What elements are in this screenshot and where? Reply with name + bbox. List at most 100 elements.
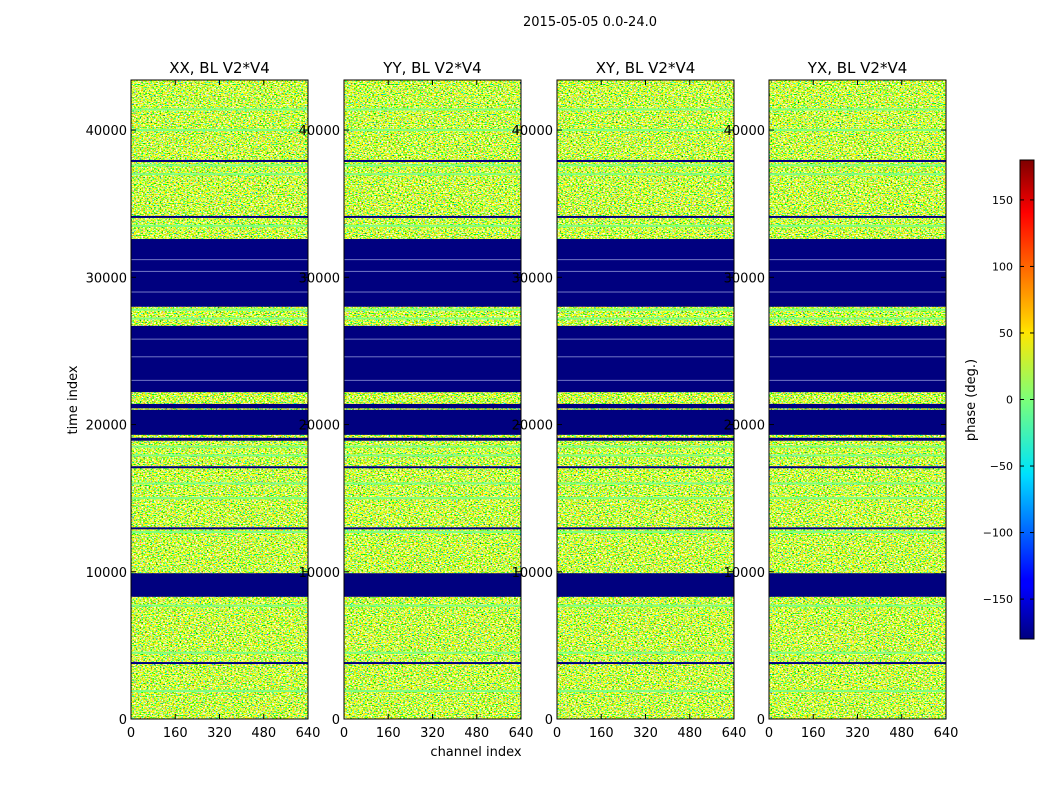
- colorbar-tick-label: 100: [992, 260, 1013, 273]
- flagged-band: [769, 239, 946, 307]
- colorbar-tick-label: 0: [1006, 394, 1013, 407]
- stripe: [344, 215, 521, 218]
- masked-line: [344, 379, 521, 381]
- y-tick-label: 30000: [724, 271, 765, 286]
- stripe: [769, 308, 946, 311]
- stripe: [769, 662, 946, 665]
- flagged-band: [557, 325, 734, 393]
- stripe: [557, 215, 734, 218]
- x-tick-label: 320: [845, 726, 870, 741]
- stripe: [769, 531, 946, 534]
- phase-noise: [557, 80, 734, 719]
- masked-line: [557, 379, 734, 381]
- stripe: [131, 466, 308, 469]
- y-tick-label: 0: [545, 713, 553, 728]
- flagged-band: [344, 573, 521, 597]
- stripe: [344, 445, 521, 448]
- stripe: [131, 651, 308, 654]
- stripe: [344, 690, 521, 693]
- flagged-band: [769, 325, 946, 393]
- y-axis-label: time index: [66, 365, 81, 434]
- stripe: [769, 317, 946, 320]
- stripe: [557, 173, 734, 176]
- y-tick-label: 20000: [724, 419, 765, 434]
- flagged-band: [557, 437, 734, 441]
- masked-line: [769, 379, 946, 381]
- stripe: [769, 445, 946, 448]
- stripe: [769, 604, 946, 607]
- masked-line: [557, 338, 734, 340]
- masked-line: [131, 356, 308, 358]
- panel-title: XY, BL V2*V4: [596, 59, 696, 77]
- phase-noise: [344, 80, 521, 719]
- masked-line: [344, 270, 521, 272]
- flagged-band: [769, 437, 946, 441]
- stripe: [557, 690, 734, 693]
- stripe: [344, 604, 521, 607]
- stripe: [769, 466, 946, 469]
- stripe: [131, 224, 308, 227]
- masked-line: [131, 259, 308, 261]
- x-tick-label: 480: [251, 726, 276, 741]
- masked-line: [344, 338, 521, 340]
- stripe: [557, 662, 734, 665]
- x-tick-label: 640: [934, 726, 959, 741]
- stripe: [344, 129, 521, 132]
- stripe: [769, 129, 946, 132]
- x-tick-label: 480: [677, 726, 702, 741]
- stripe: [344, 466, 521, 469]
- stripe: [344, 454, 521, 457]
- colorbar-tick-label: −50: [990, 460, 1013, 473]
- masked-line: [769, 291, 946, 293]
- stripe: [131, 108, 308, 111]
- flagged-band: [769, 573, 946, 597]
- y-tick-label: 40000: [512, 124, 553, 139]
- stripe: [131, 129, 308, 132]
- stripe: [131, 215, 308, 218]
- masked-line: [131, 291, 308, 293]
- stripe: [557, 454, 734, 457]
- stripe: [131, 527, 308, 530]
- masked-line: [131, 379, 308, 381]
- y-tick-label: 30000: [299, 271, 340, 286]
- stripe: [344, 317, 521, 320]
- x-tick-label: 0: [127, 726, 135, 741]
- stripe: [769, 215, 946, 218]
- stripe: [557, 604, 734, 607]
- masked-line: [557, 291, 734, 293]
- figure-title: 2015-05-05 0.0-24.0: [523, 15, 657, 30]
- masked-line: [344, 259, 521, 261]
- stripe: [131, 164, 308, 167]
- stripe: [131, 497, 308, 500]
- stripe: [769, 159, 946, 162]
- masked-line: [769, 270, 946, 272]
- colorbar-ticks: 150 100 50 0 −50 −100 −150: [983, 194, 1034, 606]
- y-tick-label: 0: [332, 713, 340, 728]
- phase-noise: [131, 80, 308, 719]
- y-tick-label: 40000: [299, 124, 340, 139]
- flagged-band: [557, 403, 734, 409]
- y-tick-label: 20000: [86, 419, 127, 434]
- stripe: [557, 497, 734, 500]
- stripe: [557, 164, 734, 167]
- stripe: [769, 651, 946, 654]
- colorbar: 150 100 50 0 −50 −100 −150 phase (deg.): [964, 159, 1035, 640]
- x-tick-label: 320: [207, 726, 232, 741]
- flagged-band: [131, 409, 308, 435]
- stripe: [131, 454, 308, 457]
- stripe: [769, 454, 946, 457]
- y-tick-label: 40000: [86, 124, 127, 139]
- colorbar-tick-label: 150: [992, 194, 1013, 207]
- masked-line: [131, 270, 308, 272]
- stripe: [344, 497, 521, 500]
- colorbar-label: phase (deg.): [964, 359, 979, 441]
- flagged-band: [557, 239, 734, 307]
- y-tick-label: 30000: [86, 271, 127, 286]
- stripe: [131, 308, 308, 311]
- flagged-band: [344, 403, 521, 409]
- masked-line: [557, 259, 734, 261]
- stripe: [769, 527, 946, 530]
- x-tick-label: 160: [801, 726, 826, 741]
- masked-line: [769, 338, 946, 340]
